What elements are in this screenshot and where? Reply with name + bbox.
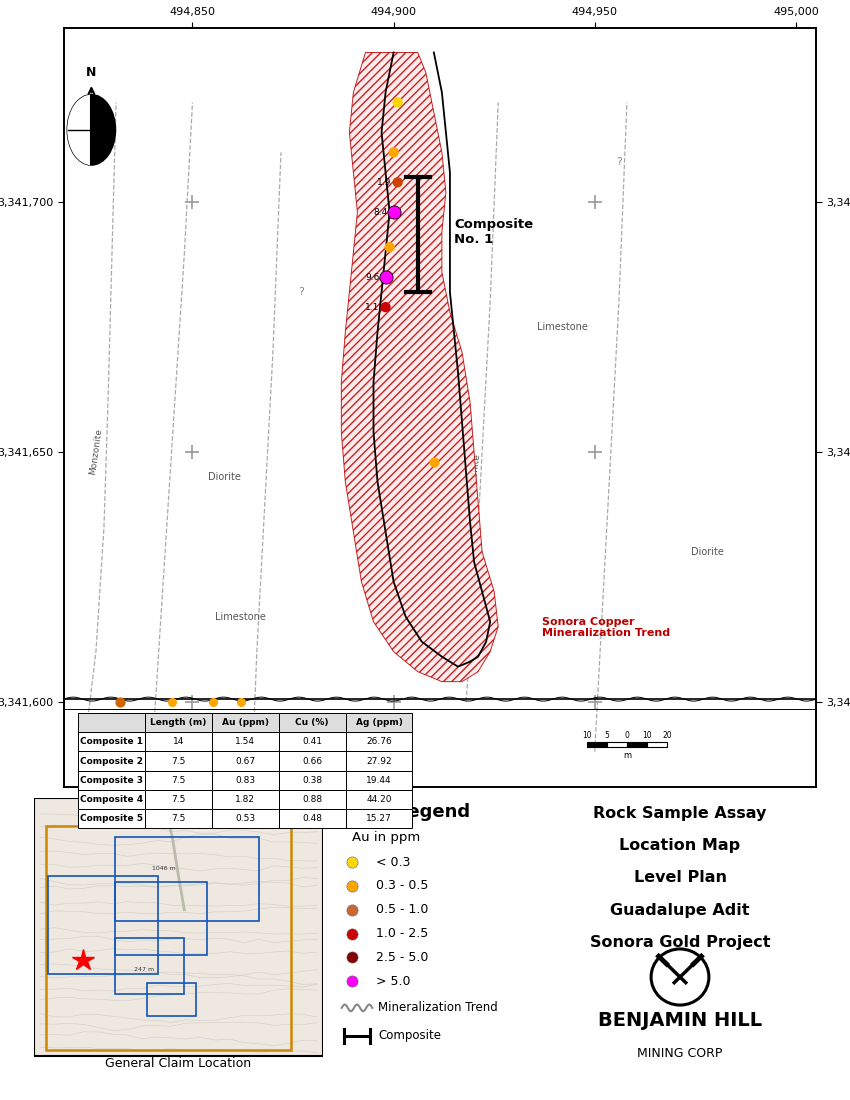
Bar [46, 825, 292, 1049]
Bar [586, 741, 607, 747]
Text: 1.0 - 2.5: 1.0 - 2.5 [377, 927, 428, 940]
Wedge shape [91, 96, 115, 164]
Text: Sonora Copper
Mineralization Trend: Sonora Copper Mineralization Trend [542, 617, 671, 638]
Text: Composite
No. 1: Composite No. 1 [454, 218, 533, 246]
Text: 0.5 - 1.0: 0.5 - 1.0 [377, 903, 428, 916]
Text: 10: 10 [582, 732, 592, 740]
Point [382, 239, 396, 256]
Point [345, 854, 359, 871]
Text: MINING CORP: MINING CORP [638, 1047, 722, 1060]
Text: Composite: Composite [378, 1030, 441, 1043]
Text: Rock Sample Assay: Rock Sample Assay [593, 806, 767, 821]
Bar [607, 741, 627, 747]
Point [345, 948, 359, 966]
Wedge shape [68, 96, 91, 164]
Point [379, 298, 393, 316]
Text: SANTA A...: SANTA A... [163, 798, 194, 818]
Text: 1.1: 1.1 [366, 302, 380, 311]
Point [234, 693, 247, 711]
Point [206, 693, 219, 711]
Text: Au in ppm: Au in ppm [352, 832, 420, 844]
Point [391, 94, 405, 111]
Point [166, 693, 179, 711]
Text: Level Plan: Level Plan [633, 870, 727, 886]
Text: General Claim Location: General Claim Location [105, 1057, 252, 1069]
Text: m: m [623, 750, 631, 759]
Text: 8.4: 8.4 [373, 208, 388, 217]
Text: 1046 m: 1046 m [152, 867, 176, 871]
Text: 247 m: 247 m [133, 967, 154, 972]
Text: Mineralization Trend: Mineralization Trend [378, 1001, 498, 1014]
Text: 2.5 - 5.0: 2.5 - 5.0 [377, 950, 428, 964]
Text: N: N [86, 66, 97, 79]
Text: 1.9: 1.9 [377, 178, 392, 187]
Text: < 0.3: < 0.3 [377, 856, 411, 869]
Text: ?: ? [616, 157, 622, 167]
Bar [115, 937, 184, 994]
Text: Diorite: Diorite [208, 472, 241, 482]
Text: Monzonite: Monzonite [467, 453, 482, 500]
Bar [48, 876, 158, 975]
Bar [647, 741, 667, 747]
Point [427, 453, 440, 471]
Point [345, 925, 359, 943]
Text: 5: 5 [604, 732, 609, 740]
Text: Location Map: Location Map [620, 838, 740, 854]
Point [345, 901, 359, 918]
Text: Diorite: Diorite [691, 547, 724, 557]
Bar [627, 741, 647, 747]
Point [345, 972, 359, 990]
Text: 9.6: 9.6 [366, 273, 380, 282]
Point [387, 204, 400, 221]
Text: Legend: Legend [396, 803, 471, 821]
Point [387, 143, 400, 161]
Polygon shape [342, 53, 498, 682]
Point [379, 268, 393, 286]
Text: > 5.0: > 5.0 [377, 975, 411, 988]
Bar [115, 837, 259, 921]
Text: ?: ? [298, 287, 304, 297]
Point [113, 693, 127, 711]
Bar [115, 882, 207, 955]
Text: 20: 20 [662, 732, 672, 740]
Text: BENJAMIN HILL: BENJAMIN HILL [598, 1011, 762, 1030]
Point [345, 877, 359, 894]
Text: Monzonite: Monzonite [88, 428, 104, 476]
Point [391, 174, 405, 191]
Text: 0: 0 [625, 732, 629, 740]
Bar [147, 982, 196, 1016]
Text: Limestone: Limestone [215, 612, 266, 621]
Text: Sonora Gold Project: Sonora Gold Project [590, 935, 770, 950]
Text: 10: 10 [643, 732, 652, 740]
Text: Limestone: Limestone [537, 322, 588, 332]
Text: ?: ? [298, 716, 304, 727]
Text: 0.3 - 0.5: 0.3 - 0.5 [377, 879, 428, 892]
Text: Guadalupe Adit: Guadalupe Adit [610, 903, 750, 917]
